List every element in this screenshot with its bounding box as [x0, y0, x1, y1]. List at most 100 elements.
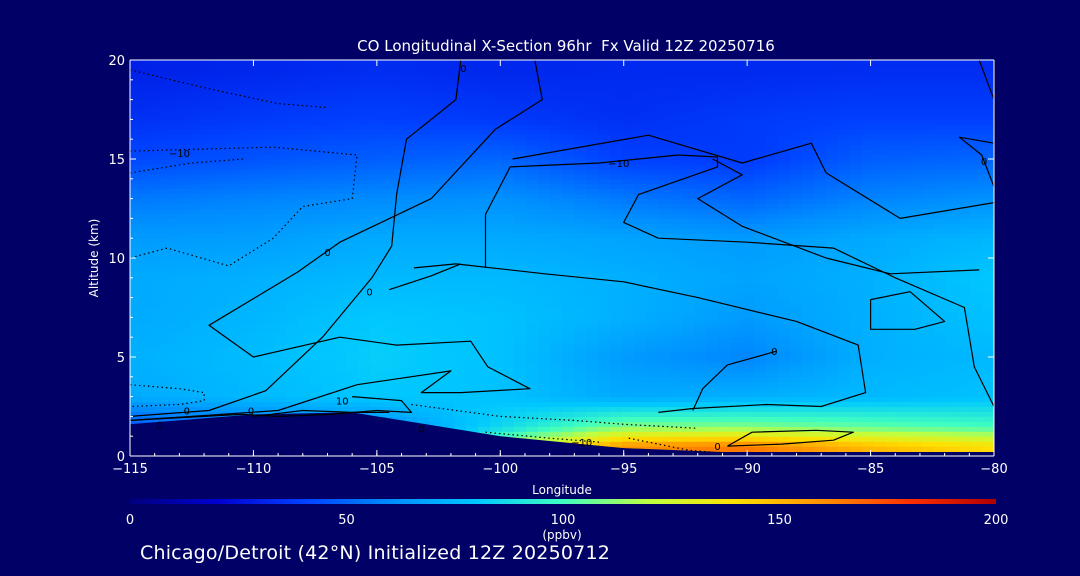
- field-cell: [214, 134, 227, 140]
- field-cell: [262, 386, 275, 393]
- field-cell: [790, 421, 803, 427]
- field-cell: [298, 168, 311, 175]
- field-cell: [814, 243, 827, 249]
- field-cell: [658, 183, 671, 190]
- field-cell: [334, 109, 347, 116]
- field-cell: [814, 139, 827, 145]
- field-cell: [838, 208, 851, 215]
- field-cell: [382, 144, 395, 150]
- field-cell: [178, 361, 191, 368]
- field-cell: [526, 366, 539, 373]
- field-cell: [550, 347, 563, 353]
- field-cell: [754, 411, 767, 417]
- field-cell: [550, 406, 563, 413]
- field-cell: [778, 347, 791, 353]
- field-cell: [334, 302, 347, 309]
- field-cell: [634, 361, 647, 368]
- field-cell: [538, 347, 551, 353]
- field-cell: [130, 282, 143, 289]
- field-cell: [178, 139, 191, 145]
- field-cell: [394, 327, 407, 333]
- field-cell: [214, 203, 227, 210]
- field-cell: [850, 327, 863, 333]
- field-cell: [466, 302, 479, 309]
- field-cell: [802, 381, 815, 388]
- field-cell: [490, 426, 503, 432]
- field-cell: [970, 134, 983, 140]
- field-cell: [802, 416, 815, 422]
- field-cell: [910, 149, 923, 155]
- field-cell: [286, 317, 299, 323]
- field-cell: [346, 342, 359, 348]
- field-cell: [958, 282, 971, 289]
- field-cell: [934, 352, 947, 358]
- field-cell: [430, 144, 443, 150]
- field-cell: [754, 337, 767, 343]
- field-cell: [370, 124, 383, 130]
- field-cell: [490, 183, 503, 190]
- field-cell: [766, 287, 779, 294]
- field-cell: [826, 352, 839, 358]
- field-cell: [238, 357, 251, 363]
- field-cell: [682, 203, 695, 210]
- field-cell: [430, 124, 443, 130]
- field-cell: [706, 446, 719, 452]
- field-cell: [586, 233, 599, 239]
- field-cell: [718, 168, 731, 175]
- field-cell: [418, 381, 431, 388]
- field-cell: [202, 203, 215, 210]
- field-cell: [262, 183, 275, 190]
- field-cell: [862, 282, 875, 289]
- field-cell: [658, 446, 671, 452]
- field-cell: [262, 203, 275, 210]
- field-cell: [418, 361, 431, 368]
- field-cell: [346, 302, 359, 309]
- field-cell: [346, 228, 359, 234]
- field-cell: [550, 436, 563, 442]
- field-cell: [394, 154, 407, 160]
- field-cell: [430, 159, 443, 165]
- field-cell: [778, 253, 791, 259]
- field-cell: [982, 327, 994, 333]
- field-cell: [898, 282, 911, 289]
- field-cell: [694, 193, 707, 200]
- field-cell: [202, 287, 215, 294]
- field-cell: [550, 307, 563, 314]
- field-cell: [562, 277, 575, 284]
- field-cell: [418, 401, 431, 408]
- field-cell: [514, 426, 527, 432]
- field-cell: [718, 213, 731, 219]
- field-cell: [466, 188, 479, 195]
- field-cell: [646, 317, 659, 323]
- field-cell: [658, 347, 671, 353]
- field-cell: [562, 129, 575, 135]
- field-cell: [334, 342, 347, 348]
- field-cell: [454, 159, 467, 165]
- field-cell: [370, 258, 383, 264]
- field-cell: [730, 238, 743, 244]
- field-cell: [754, 129, 767, 135]
- field-cell: [874, 411, 887, 417]
- field-cell: [958, 436, 971, 442]
- field-cell: [154, 401, 167, 408]
- field-cell: [202, 312, 215, 318]
- field-cell: [466, 337, 479, 343]
- field-cell: [274, 198, 287, 205]
- field-cell: [802, 178, 815, 185]
- field-cell: [130, 218, 143, 224]
- field-cell: [466, 366, 479, 373]
- field-cell: [298, 327, 311, 333]
- field-cell: [646, 272, 659, 279]
- field-cell: [634, 139, 647, 145]
- field-cell: [358, 159, 371, 165]
- field-cell: [298, 124, 311, 130]
- field-cell: [862, 114, 875, 120]
- field-cell: [922, 406, 935, 413]
- field-cell: [610, 357, 623, 363]
- field-cell: [178, 168, 191, 175]
- field-cell: [958, 287, 971, 294]
- field-cell: [682, 253, 695, 259]
- field-cell: [826, 238, 839, 244]
- field-cell: [610, 441, 623, 447]
- field-cell: [406, 119, 419, 125]
